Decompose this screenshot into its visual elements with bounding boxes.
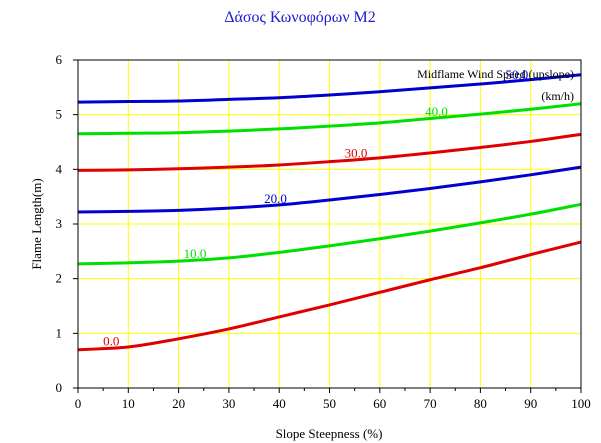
x-axis-label: Slope Steepness (%) [276,426,383,441]
y-tick-label: 2 [56,271,63,286]
tick-labels: 0 10 20 30 40 50 60 70 80 90 100 0 1 2 3 4 5 6 [56,52,591,411]
x-tick-label: 60 [373,396,386,411]
x-tick-label: 40 [273,396,286,411]
series-line-30-0 [77,132,582,172]
y-tick-label: 3 [56,216,63,231]
x-tick-label: 10 [122,396,135,411]
y-tick-label: 1 [56,325,63,340]
legend-title-line1: Midflame Wind Speed (upslope) [417,67,574,81]
x-tick-label: 100 [571,396,591,411]
x-tick-label: 20 [172,396,185,411]
series-line-50-0 [77,73,582,104]
y-tick-label: 4 [56,161,63,176]
series-line-10-0 [77,202,582,266]
legend-title-line2: (km/h) [541,89,574,103]
y-axis-label: Flame Length(m) [29,178,44,269]
y-tick-label: 0 [56,380,63,395]
x-tick-label: 80 [474,396,487,411]
series-line-0-0 [77,240,582,352]
x-tick-label: 70 [424,396,437,411]
series-label-30-0: 30.0 [345,146,368,161]
series-label-50-0: 50.0 [506,67,529,82]
series-curves [77,73,582,352]
series-labels: 0.0 10.0 20.0 30.0 40.0 50.0 [103,67,528,349]
x-tick-label: 30 [222,396,235,411]
series-label-20-0: 20.0 [264,191,287,206]
y-tick-label: 6 [56,52,63,67]
series-line-40-0 [77,102,582,136]
x-tick-label: 50 [323,396,336,411]
y-tick-label: 5 [56,107,63,122]
x-tick-label: 0 [75,396,82,411]
grid-lines [78,60,581,388]
series-label-0-0: 0.0 [103,333,119,348]
axes [73,59,582,393]
series-line-20-0 [77,165,582,214]
x-tick-label: 90 [524,396,537,411]
series-label-40-0: 40.0 [425,104,448,119]
chart-title: Δάσος Κωνοφόρων Μ2 [224,9,376,26]
series-label-10-0: 10.0 [184,246,207,261]
